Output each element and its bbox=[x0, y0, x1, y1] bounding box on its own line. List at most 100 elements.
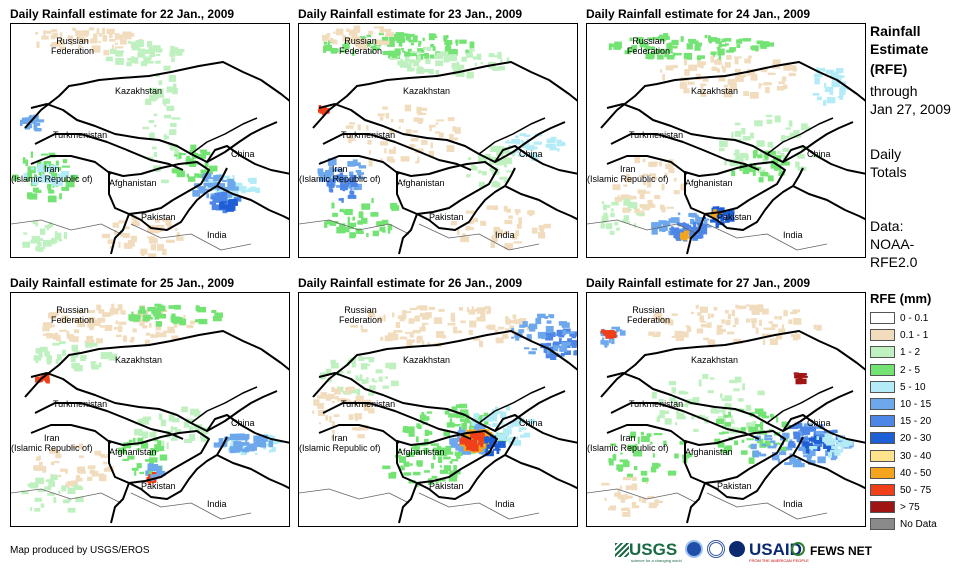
rainfall-cell bbox=[385, 362, 395, 369]
rainfall-cell bbox=[329, 166, 334, 171]
kyrgyz-border bbox=[478, 117, 546, 155]
rainfall-cell bbox=[333, 414, 340, 417]
rainfall-cell bbox=[351, 362, 356, 368]
rainfall-cell bbox=[488, 53, 495, 58]
rainfall-cell bbox=[504, 219, 513, 225]
rainfall-cell bbox=[414, 315, 420, 322]
rainfall-cell bbox=[417, 48, 425, 53]
pakistan-west-border bbox=[686, 213, 706, 255]
rainfall-cell bbox=[459, 438, 466, 445]
nasa-seal-icon bbox=[707, 540, 725, 558]
rainfall-cell bbox=[22, 241, 30, 248]
turkmenistan-border bbox=[34, 133, 184, 171]
rainfall-cell bbox=[150, 464, 159, 471]
rainfall-cell bbox=[429, 124, 436, 128]
rainfall-cell bbox=[57, 173, 64, 177]
rainfall-cell bbox=[612, 454, 616, 459]
usgs-logo: USGS bbox=[615, 540, 677, 560]
country-label-china: China bbox=[807, 418, 831, 428]
rainfall-cell bbox=[98, 453, 106, 457]
rainfall-cell bbox=[633, 505, 640, 509]
rainfall-cell bbox=[385, 112, 390, 119]
rainfall-cell bbox=[443, 55, 450, 63]
usaid-wordmark: USAID bbox=[749, 540, 802, 559]
rainfall-cell bbox=[495, 431, 499, 436]
russia-border bbox=[312, 61, 577, 129]
rainfall-cell bbox=[185, 158, 195, 166]
rainfall-cell bbox=[646, 191, 651, 194]
rainfall-cell bbox=[459, 39, 467, 44]
country-label-kazakhstan: Kazakhstan bbox=[691, 86, 739, 96]
rainfall-cell bbox=[767, 175, 774, 182]
rainfall-cell bbox=[155, 321, 162, 327]
rainfall-cell bbox=[466, 174, 471, 178]
rainfall-cell bbox=[85, 342, 94, 348]
rainfall-cell bbox=[183, 421, 190, 428]
rainfall-cell bbox=[560, 352, 565, 357]
rainfall-cell bbox=[617, 329, 623, 332]
rainfall-cell bbox=[227, 178, 234, 186]
rainfall-cell bbox=[318, 172, 325, 177]
rainfall-cell bbox=[636, 213, 645, 216]
rainfall-cell bbox=[230, 205, 236, 211]
rainfall-cell bbox=[399, 336, 408, 340]
rainfall-cell bbox=[173, 168, 183, 174]
kyrgyz-border bbox=[766, 117, 834, 155]
rainfall-cell bbox=[145, 470, 149, 476]
rainfall-cell bbox=[131, 215, 137, 221]
rainfall-cell bbox=[603, 212, 608, 217]
rainfall-cell bbox=[115, 58, 124, 65]
rainfall-cell bbox=[60, 38, 64, 44]
rainfall-cell bbox=[52, 312, 59, 317]
rainfall-cell bbox=[162, 98, 171, 104]
rainfall-cell bbox=[419, 414, 427, 421]
rainfall-cell bbox=[466, 52, 473, 58]
rainfall-cell bbox=[121, 310, 126, 315]
rainfall-cell bbox=[723, 414, 728, 418]
rainfall-cell bbox=[480, 62, 484, 65]
country-label-kazakhstan: Kazakhstan bbox=[691, 355, 739, 365]
rainfall-cell bbox=[778, 81, 785, 85]
rainfall-cell bbox=[788, 441, 795, 448]
rainfall-cell bbox=[694, 46, 701, 51]
rainfall-cell bbox=[361, 203, 371, 210]
rainfall-cell bbox=[323, 41, 328, 45]
rainfall-cell bbox=[380, 31, 384, 34]
rainfall-cell bbox=[795, 161, 800, 168]
rainfall-cell bbox=[41, 173, 44, 178]
rainfall-cell bbox=[700, 324, 709, 328]
rainfall-cell bbox=[156, 304, 164, 307]
rainfall-cell bbox=[370, 51, 375, 54]
rainfall-cell bbox=[483, 412, 489, 418]
legend-swatch bbox=[870, 312, 895, 324]
rainfall-cell bbox=[430, 142, 433, 149]
rainfall-cell bbox=[390, 334, 399, 341]
rainfall-cell bbox=[96, 338, 103, 344]
pakistan-border bbox=[416, 167, 516, 231]
rainfall-cell bbox=[472, 309, 479, 312]
rainfall-cell bbox=[793, 432, 801, 440]
rainfall-cell bbox=[50, 35, 55, 40]
rainfall-cell bbox=[835, 435, 839, 442]
rainfall-cell bbox=[329, 158, 335, 162]
rainfall-map-svg bbox=[299, 305, 577, 524]
rainfall-cell bbox=[327, 377, 332, 383]
rainfall-cell bbox=[687, 81, 695, 85]
rainfall-cell bbox=[44, 168, 54, 173]
rainfall-cell bbox=[168, 414, 175, 422]
rainfall-cell bbox=[109, 38, 116, 42]
rainfall-cell bbox=[789, 459, 797, 464]
rainfall-cell bbox=[503, 205, 508, 212]
rainfall-cell bbox=[28, 193, 38, 200]
rainfall-cell bbox=[386, 156, 394, 162]
rainfall-cell bbox=[718, 409, 726, 413]
rainfall-cell bbox=[615, 334, 618, 338]
rainfall-cell bbox=[104, 325, 113, 332]
rainfall-cell bbox=[742, 170, 750, 174]
rainfall-cell bbox=[498, 147, 503, 155]
rainfall-cell bbox=[625, 485, 633, 490]
country-label-pakistan: Pakistan bbox=[429, 481, 464, 491]
rainfall-cell bbox=[77, 32, 85, 37]
rainfall-cell bbox=[318, 177, 324, 182]
rainfall-cell bbox=[171, 168, 177, 174]
